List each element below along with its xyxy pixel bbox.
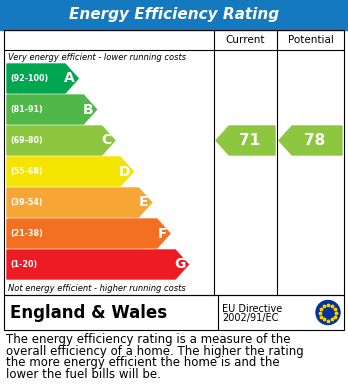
Bar	[4, 295, 344, 330]
Polygon shape	[7, 64, 78, 93]
Polygon shape	[7, 219, 170, 248]
Text: (1-20): (1-20)	[10, 260, 37, 269]
Polygon shape	[7, 126, 115, 155]
Polygon shape	[279, 126, 342, 155]
Text: (21-38): (21-38)	[10, 229, 43, 238]
Text: Not energy efficient - higher running costs: Not energy efficient - higher running co…	[8, 284, 186, 293]
Text: (69-80): (69-80)	[10, 136, 43, 145]
Text: 78: 78	[304, 133, 325, 148]
Text: E: E	[139, 196, 149, 210]
Text: The energy efficiency rating is a measure of the: The energy efficiency rating is a measur…	[6, 333, 291, 346]
Polygon shape	[7, 157, 133, 186]
Text: (55-68): (55-68)	[10, 167, 43, 176]
Text: 71: 71	[239, 133, 260, 148]
Text: D: D	[119, 165, 130, 179]
Text: B: B	[83, 102, 94, 117]
Text: England & Wales: England & Wales	[10, 303, 167, 321]
Text: overall efficiency of a home. The higher the rating: overall efficiency of a home. The higher…	[6, 344, 304, 357]
Text: A: A	[64, 72, 75, 86]
Text: C: C	[102, 133, 112, 147]
Text: lower the fuel bills will be.: lower the fuel bills will be.	[6, 368, 161, 380]
Polygon shape	[7, 95, 96, 124]
Text: (81-91): (81-91)	[10, 105, 43, 114]
Text: Very energy efficient - lower running costs: Very energy efficient - lower running co…	[8, 53, 186, 62]
Text: the more energy efficient the home is and the: the more energy efficient the home is an…	[6, 356, 280, 369]
Text: Current: Current	[226, 35, 265, 45]
Text: F: F	[157, 226, 167, 240]
Polygon shape	[216, 126, 275, 155]
Polygon shape	[7, 188, 152, 217]
Text: (39-54): (39-54)	[10, 198, 42, 207]
Text: G: G	[174, 258, 185, 271]
Text: (92-100): (92-100)	[10, 74, 48, 83]
Text: Potential: Potential	[287, 35, 333, 45]
Circle shape	[316, 301, 340, 325]
Polygon shape	[7, 250, 188, 279]
Text: 2002/91/EC: 2002/91/EC	[222, 312, 278, 323]
Text: EU Directive: EU Directive	[222, 305, 282, 314]
Bar	[0, 0, 348, 30]
Text: Energy Efficiency Rating: Energy Efficiency Rating	[69, 7, 279, 23]
Bar	[4, 30, 344, 295]
